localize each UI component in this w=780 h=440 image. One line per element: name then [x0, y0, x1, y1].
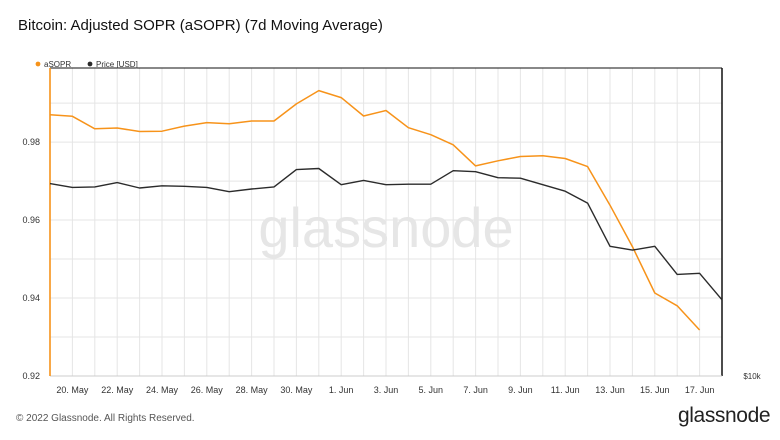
legend-label: Price [USD] [96, 60, 138, 69]
watermark: glassnode [258, 196, 513, 259]
x-tick-label: 9. Jun [508, 385, 533, 395]
x-tick-label: 24. May [146, 385, 179, 395]
x-tick-label: 20. May [56, 385, 89, 395]
y-tick-label: 0.94 [22, 293, 40, 303]
axes-layer: 0.98 0.96 0.94 0.92 $10k 20. May 22. May 24. Ma… [22, 67, 762, 395]
x-tick-label: 22. May [101, 385, 134, 395]
x-tick-label: 30. May [280, 385, 313, 395]
series-line-asopr [49, 89, 701, 331]
x-tick-label: 7. Jun [463, 385, 488, 395]
x-tick-label: 13. Jun [595, 385, 625, 395]
x-tick-label: 11. Jun [551, 385, 580, 395]
y-right-unit-label: $10k [743, 372, 761, 381]
footer-copyright: © 2022 Glassnode. All Rights Reserved. [16, 413, 195, 424]
series-line-price [49, 167, 723, 301]
legend-label: aSOPR [44, 60, 71, 69]
series-layer [49, 89, 723, 331]
legend[interactable]: aSOPR Price [USD] [35, 60, 138, 69]
legend-item-asopr[interactable]: aSOPR [35, 60, 72, 69]
legend-marker [87, 61, 93, 67]
y-tick-label: 0.98 [22, 137, 40, 147]
x-tick-label: 1. Jun [329, 385, 354, 395]
x-tick-label: 15. Jun [640, 385, 670, 395]
chart-title: Bitcoin: Adjusted SOPR (aSOPR) (7d Movin… [18, 17, 383, 34]
y-tick-label: 0.92 [22, 371, 40, 381]
legend-item-price[interactable]: Price [USD] [87, 60, 138, 69]
x-tick-label: 5. Jun [419, 385, 444, 395]
y-tick-label: 0.96 [22, 215, 40, 225]
x-tick-label: 3. Jun [374, 385, 399, 395]
x-tick-label: 17. Jun [685, 385, 715, 395]
x-tick-label: 28. May [236, 385, 269, 395]
grid-layer [49, 68, 723, 377]
glassnode-logo: glassnode [678, 404, 771, 427]
x-tick-label: 26. May [191, 385, 224, 395]
legend-marker [35, 61, 41, 67]
